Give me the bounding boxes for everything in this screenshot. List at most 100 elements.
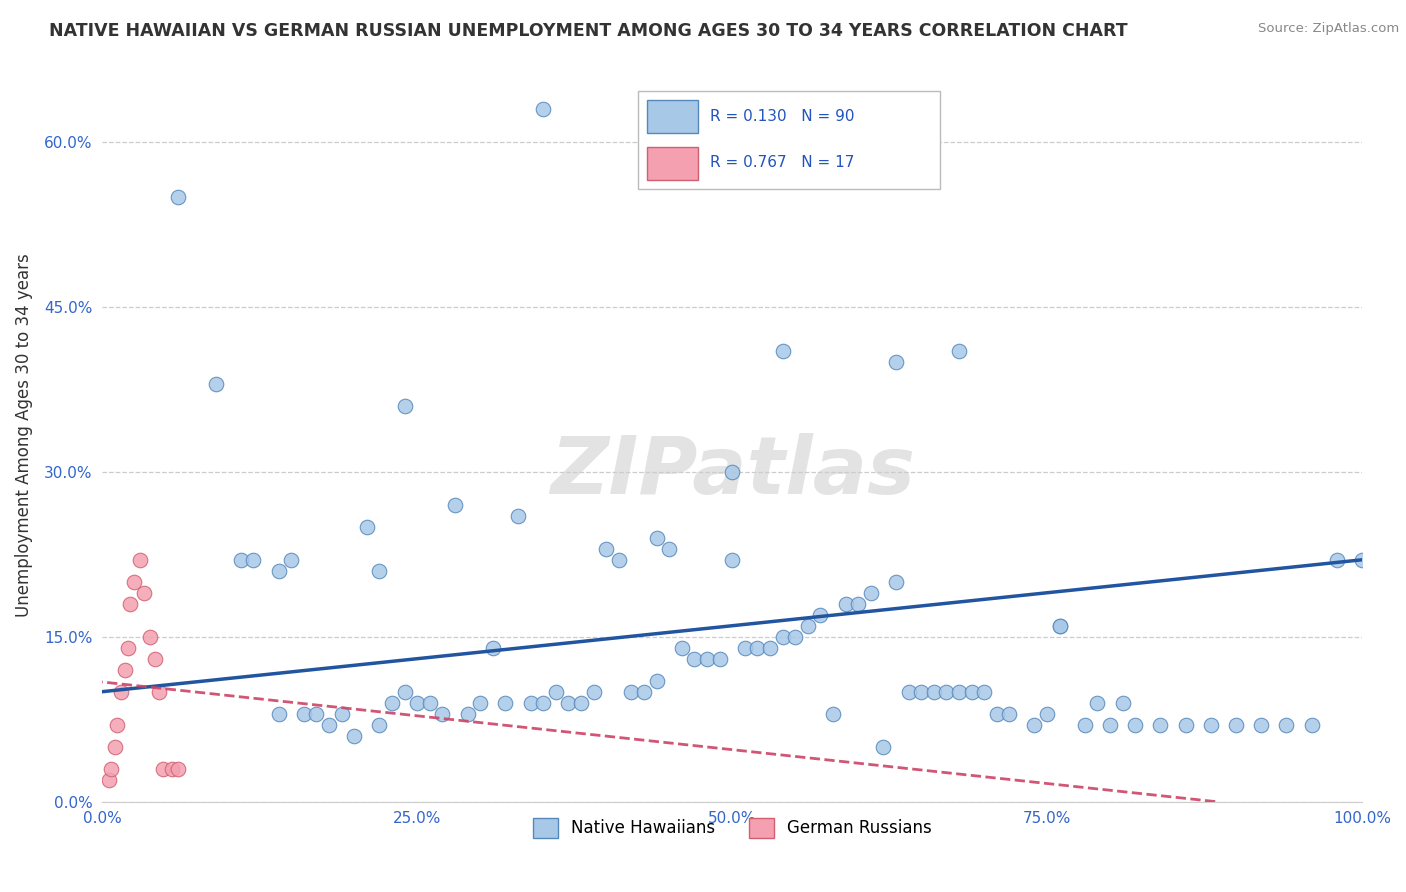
- Point: [960, 684, 983, 698]
- Text: ZIPatlas: ZIPatlas: [550, 433, 915, 511]
- Point: [846, 597, 869, 611]
- Point: [821, 706, 844, 721]
- Point: [948, 343, 970, 358]
- Point: [152, 762, 174, 776]
- Point: [1123, 717, 1146, 731]
- Point: [948, 684, 970, 698]
- Point: [1351, 553, 1374, 567]
- Point: [394, 399, 416, 413]
- Point: [645, 673, 668, 688]
- Point: [1099, 717, 1122, 731]
- Point: [1174, 717, 1197, 731]
- Point: [986, 706, 1008, 721]
- Point: [110, 684, 132, 698]
- Legend: Native Hawaiians, German Russians: Native Hawaiians, German Russians: [526, 811, 938, 845]
- Point: [834, 597, 856, 611]
- Point: [122, 574, 145, 589]
- Point: [242, 553, 264, 567]
- Point: [139, 630, 162, 644]
- Point: [114, 663, 136, 677]
- Point: [167, 762, 190, 776]
- Point: [204, 376, 226, 391]
- Point: [1036, 706, 1059, 721]
- Point: [696, 651, 718, 665]
- Point: [107, 717, 129, 731]
- Point: [721, 553, 744, 567]
- Point: [884, 574, 907, 589]
- Point: [267, 706, 290, 721]
- Point: [280, 553, 302, 567]
- Point: [1326, 553, 1348, 567]
- Point: [506, 508, 529, 523]
- Point: [772, 343, 794, 358]
- Point: [444, 498, 467, 512]
- Point: [569, 696, 592, 710]
- Point: [1111, 696, 1133, 710]
- Point: [1301, 717, 1323, 731]
- Point: [582, 684, 605, 698]
- Point: [747, 640, 769, 655]
- Text: NATIVE HAWAIIAN VS GERMAN RUSSIAN UNEMPLOYMENT AMONG AGES 30 TO 34 YEARS CORRELA: NATIVE HAWAIIAN VS GERMAN RUSSIAN UNEMPL…: [49, 22, 1128, 40]
- Point: [368, 564, 391, 578]
- Point: [1074, 717, 1097, 731]
- Point: [557, 696, 579, 710]
- Point: [1024, 717, 1046, 731]
- Point: [645, 531, 668, 545]
- Point: [884, 355, 907, 369]
- Point: [595, 541, 617, 556]
- Point: [343, 729, 366, 743]
- Point: [897, 684, 920, 698]
- Point: [1149, 717, 1171, 731]
- Point: [859, 586, 882, 600]
- Point: [531, 696, 554, 710]
- Point: [132, 586, 155, 600]
- Point: [104, 739, 127, 754]
- Point: [406, 696, 429, 710]
- Point: [519, 696, 541, 710]
- Point: [160, 762, 183, 776]
- Point: [872, 739, 894, 754]
- Point: [330, 706, 353, 721]
- Point: [973, 684, 995, 698]
- Point: [305, 706, 328, 721]
- Point: [97, 772, 120, 787]
- Point: [1225, 717, 1247, 731]
- Point: [356, 520, 378, 534]
- Point: [721, 465, 744, 479]
- Point: [229, 553, 252, 567]
- Point: [292, 706, 315, 721]
- Y-axis label: Unemployment Among Ages 30 to 34 years: Unemployment Among Ages 30 to 34 years: [15, 253, 32, 617]
- Point: [381, 696, 404, 710]
- Point: [1087, 696, 1109, 710]
- Point: [709, 651, 731, 665]
- Point: [734, 640, 756, 655]
- Point: [1199, 717, 1222, 731]
- Point: [368, 717, 391, 731]
- Point: [1250, 717, 1272, 731]
- Point: [671, 640, 693, 655]
- Point: [620, 684, 643, 698]
- Point: [1049, 618, 1071, 632]
- Point: [796, 618, 818, 632]
- Point: [117, 640, 139, 655]
- Point: [143, 651, 166, 665]
- Point: [910, 684, 932, 698]
- Point: [808, 607, 831, 622]
- Point: [658, 541, 681, 556]
- Point: [935, 684, 957, 698]
- Point: [772, 630, 794, 644]
- Point: [785, 630, 807, 644]
- Point: [1049, 618, 1071, 632]
- Point: [148, 684, 170, 698]
- Point: [394, 684, 416, 698]
- Point: [998, 706, 1021, 721]
- Point: [457, 706, 479, 721]
- Point: [267, 564, 290, 578]
- Point: [544, 684, 567, 698]
- Point: [419, 696, 441, 710]
- Point: [432, 706, 454, 721]
- Point: [531, 102, 554, 116]
- Point: [129, 553, 152, 567]
- Point: [494, 696, 516, 710]
- Text: Source: ZipAtlas.com: Source: ZipAtlas.com: [1258, 22, 1399, 36]
